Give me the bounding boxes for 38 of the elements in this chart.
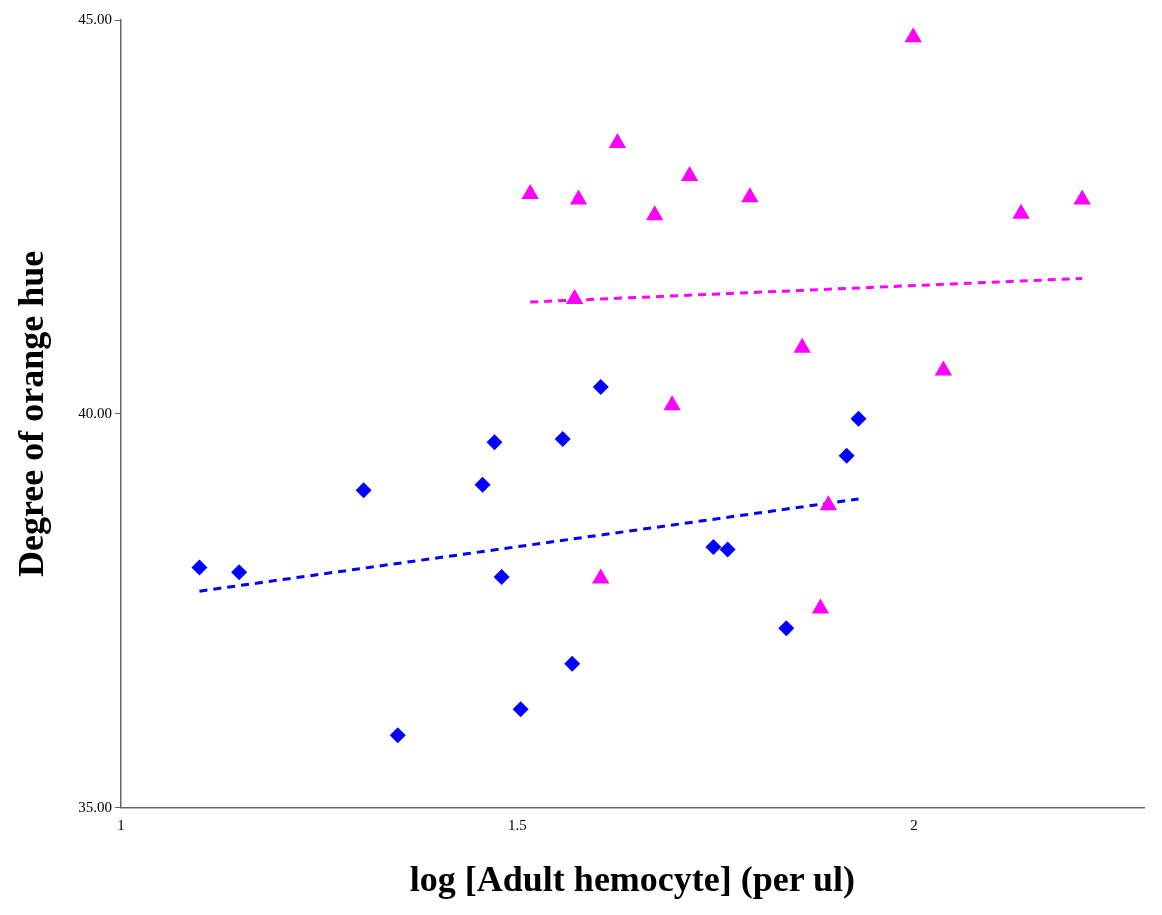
point — [680, 165, 699, 181]
point — [474, 476, 491, 493]
point — [554, 431, 571, 448]
x-tick-label: 1.5 — [508, 816, 527, 833]
point — [1012, 203, 1030, 219]
point — [231, 564, 248, 581]
y-tick-label: 40.00 — [78, 404, 112, 421]
point — [850, 410, 867, 427]
point — [389, 727, 406, 744]
point — [565, 288, 584, 304]
point — [569, 189, 588, 205]
point — [486, 434, 503, 451]
point — [608, 132, 627, 148]
y-axis-title: Degree of orange hue — [10, 250, 51, 578]
point — [819, 495, 838, 511]
point — [355, 482, 372, 499]
point — [793, 337, 811, 353]
point — [838, 447, 855, 464]
point — [705, 539, 722, 556]
x-tick-label: 1 — [117, 816, 125, 833]
point — [564, 655, 581, 672]
y-tick-label: 35.00 — [78, 798, 112, 815]
point — [778, 620, 795, 637]
point — [493, 568, 510, 585]
x-axis-title: log [Adult hemocyte] (per ul) — [409, 858, 856, 899]
point — [521, 184, 539, 200]
point — [663, 395, 681, 411]
point — [741, 187, 759, 203]
y-tick-label: 45.00 — [78, 10, 112, 27]
point — [646, 205, 664, 221]
point — [1073, 189, 1091, 205]
x-tick-label: 2 — [910, 816, 918, 833]
point — [191, 559, 208, 576]
point — [719, 541, 736, 558]
point — [934, 360, 953, 376]
point — [904, 27, 922, 43]
point — [592, 379, 609, 396]
point — [512, 701, 529, 718]
